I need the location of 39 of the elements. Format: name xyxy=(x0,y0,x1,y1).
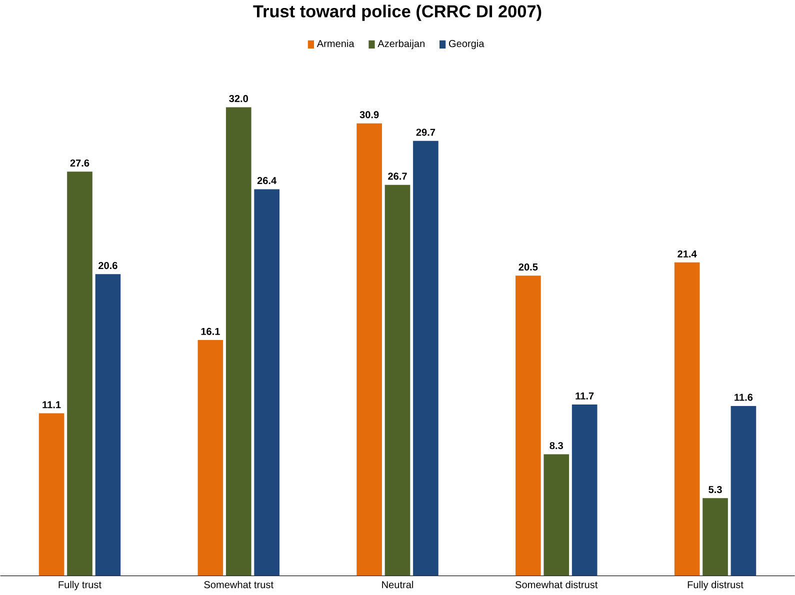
bar xyxy=(226,107,252,576)
bar xyxy=(95,274,121,576)
data-label: 29.7 xyxy=(416,128,436,136)
x-tick-label: Somewhat distrust xyxy=(516,580,598,588)
chart-title: Trust toward police (CRRC DI 2007) xyxy=(253,4,542,21)
data-label: 26.7 xyxy=(388,172,407,180)
x-tick-label: Fully trust xyxy=(58,580,102,590)
bar xyxy=(384,184,410,576)
x-tick-label: Neutral xyxy=(382,580,414,588)
data-label: 11.1 xyxy=(42,401,61,408)
bar xyxy=(356,123,382,576)
data-label: 11.6 xyxy=(734,394,753,401)
data-label: 5.3 xyxy=(708,486,722,494)
bar xyxy=(572,404,598,576)
bar xyxy=(702,498,728,576)
data-label: 26.4 xyxy=(257,177,277,184)
legend-label: Azerbaijan xyxy=(378,40,424,50)
data-label: 11.7 xyxy=(576,392,594,400)
data-label: 20.6 xyxy=(98,262,118,270)
data-label: 27.6 xyxy=(70,159,90,167)
bar xyxy=(198,340,224,576)
data-label: 32.0 xyxy=(229,95,248,102)
bar xyxy=(67,172,92,576)
data-label: 30.9 xyxy=(360,111,379,118)
legend-label: Armenia xyxy=(316,40,354,48)
x-tick-label: Somewhat trust xyxy=(204,580,274,588)
bar xyxy=(544,454,570,576)
data-label: 21.4 xyxy=(678,250,697,258)
bar xyxy=(38,413,64,576)
bar xyxy=(516,276,541,576)
bar xyxy=(674,262,700,576)
bar xyxy=(254,189,280,576)
bar xyxy=(730,406,756,576)
data-label: 8.3 xyxy=(550,442,564,450)
x-tick-label: Fully distrust xyxy=(688,580,744,590)
bar xyxy=(413,140,438,576)
data-label: 20.5 xyxy=(518,263,538,271)
data-label: 16.1 xyxy=(201,328,220,335)
legend-label: Georgia xyxy=(448,40,484,50)
